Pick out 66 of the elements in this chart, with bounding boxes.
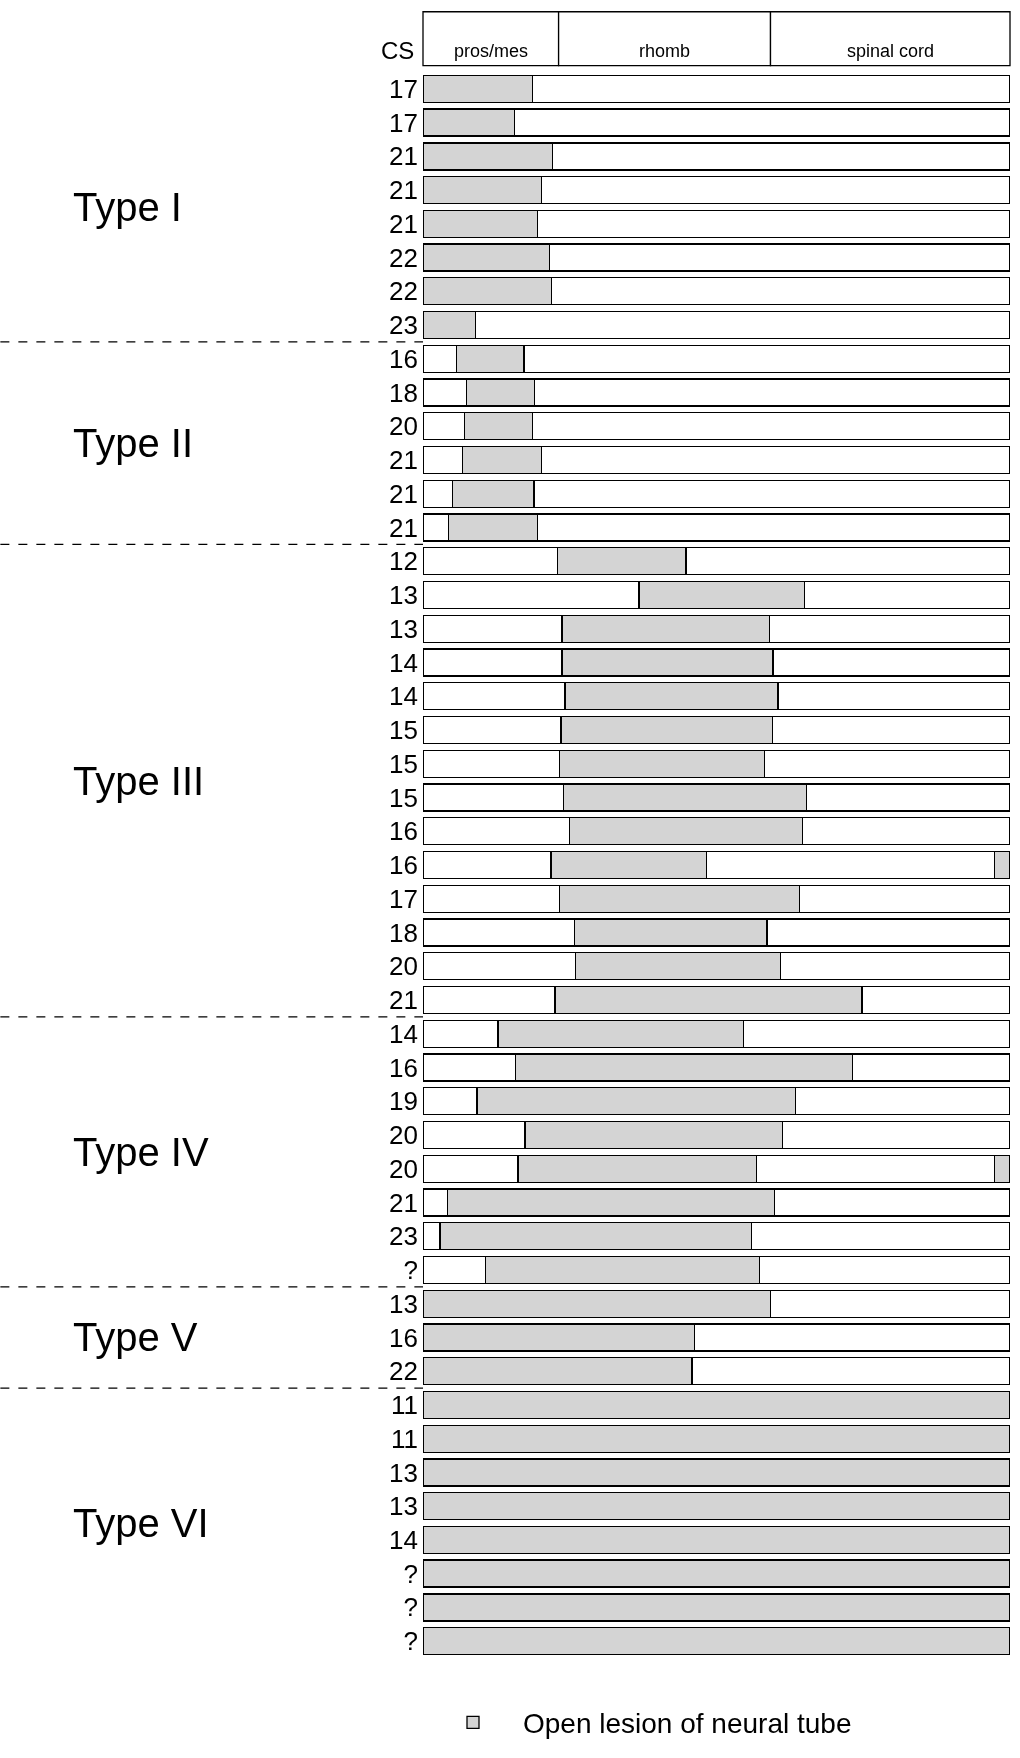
y-tick-label: 13	[389, 1457, 418, 1488]
y-tick-label: 17	[389, 107, 418, 138]
y-tick-label: 18	[389, 917, 418, 948]
bar	[423, 1525, 1010, 1555]
y-tick-label: 15	[389, 748, 418, 779]
y-tick-label: 21	[389, 478, 418, 509]
y-tick-label: 20	[389, 411, 418, 442]
y-tick-label: 18	[389, 377, 418, 408]
y-tick-label: 13	[389, 580, 418, 611]
y-tick-label: 17	[389, 883, 418, 914]
text: spinal cord	[847, 41, 935, 61]
text: Type VI	[73, 1501, 209, 1545]
y-tick-label: ?	[403, 1255, 418, 1286]
legend-label: Open lesion of neural tube	[523, 1708, 852, 1740]
y-tick-label: 20	[389, 951, 418, 982]
y-tick-label: 15	[389, 782, 418, 813]
bar	[423, 1458, 1010, 1487]
text: rhomb	[639, 41, 691, 61]
y-tick-label: 20	[389, 1153, 418, 1184]
bar	[423, 1593, 1010, 1622]
y-tick-label: 22	[389, 276, 418, 307]
bar	[423, 1492, 1010, 1521]
y-tick-label: 21	[389, 175, 418, 206]
y-tick-label: 13	[389, 1288, 418, 1319]
y-axis-title: CS	[381, 37, 415, 64]
bar	[423, 1626, 1010, 1656]
y-tick-label: 20	[389, 1120, 418, 1151]
y-tick-label: 21	[389, 208, 418, 239]
text: Type I	[73, 185, 182, 229]
y-tick-label: ?	[403, 1592, 418, 1623]
text: Type II	[73, 421, 194, 465]
y-tick-label: 17	[389, 73, 418, 104]
y-tick-label: 23	[389, 310, 418, 341]
text: pros/mes	[454, 41, 529, 61]
text: Type III	[73, 759, 205, 803]
y-tick-label: 14	[389, 1018, 418, 1049]
text: Type IV	[73, 1130, 209, 1174]
y-tick-label: 21	[389, 985, 418, 1016]
y-tick-label: 12	[389, 546, 418, 577]
y-tick-label: 15	[389, 715, 418, 746]
y-tick-label: 14	[389, 1524, 418, 1555]
bar	[423, 1424, 1010, 1453]
y-tick-label: 21	[389, 1187, 418, 1218]
y-tick-label: 13	[389, 613, 418, 644]
y-tick-label: 22	[389, 242, 418, 273]
y-tick-label: 21	[389, 445, 418, 476]
y-tick-label: 23	[389, 1221, 418, 1252]
y-tick-label: 22	[389, 1356, 418, 1387]
y-tick-label: 16	[389, 343, 418, 374]
y-tick-label: 16	[389, 1322, 418, 1353]
y-tick-label: 16	[389, 816, 418, 847]
y-tick-label: 21	[389, 512, 418, 543]
y-tick-label: 19	[389, 1086, 418, 1117]
y-tick-label: 16	[389, 1052, 418, 1083]
y-tick-label: 21	[389, 141, 418, 172]
bar	[423, 1390, 1010, 1420]
y-tick-label: ?	[403, 1626, 418, 1657]
y-tick-label: 14	[389, 681, 418, 712]
y-tick-label: 13	[389, 1491, 418, 1522]
bar	[423, 1559, 1010, 1588]
y-tick-label: ?	[403, 1558, 418, 1589]
y-tick-label: 11	[391, 1423, 418, 1454]
y-tick-label: 16	[389, 850, 418, 881]
y-tick-label: 11	[391, 1390, 418, 1421]
y-tick-label: 14	[389, 647, 418, 678]
text: Type V	[73, 1315, 198, 1359]
